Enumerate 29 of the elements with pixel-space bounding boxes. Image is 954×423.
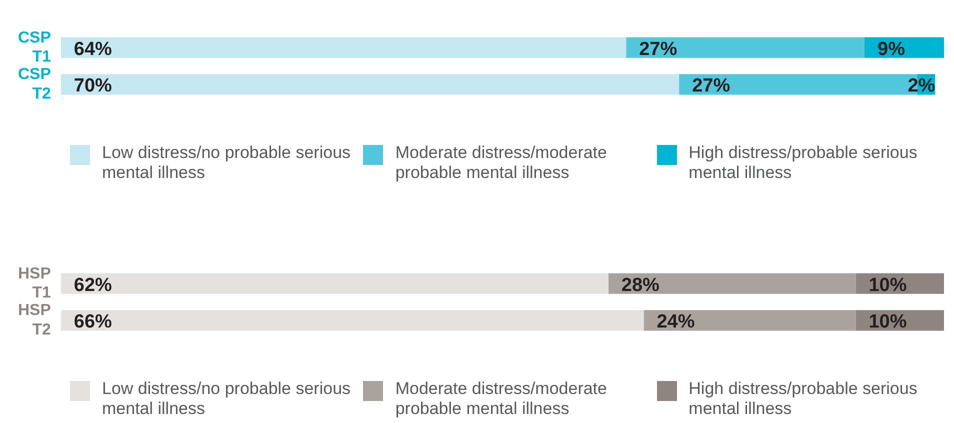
bar xyxy=(608,273,856,294)
data-label: 27% xyxy=(692,76,730,97)
bar xyxy=(60,273,608,294)
y-tick-label: HSP T1 xyxy=(18,265,52,302)
legend-label: Moderate distress/moderate probable mental illness xyxy=(395,143,608,183)
legend-label: Low distress/no probable serious mental illness xyxy=(102,143,352,183)
data-label: 24% xyxy=(656,312,695,333)
bar xyxy=(644,310,856,331)
y-tick-label: CSP T1 xyxy=(18,29,52,66)
y-tick-label: HSP T2 xyxy=(18,302,52,338)
legend-label: High distress/probable serious mental illness xyxy=(688,143,918,183)
data-label: 27% xyxy=(639,38,678,60)
data-label: 10% xyxy=(868,274,907,296)
data-label: 2% xyxy=(908,76,936,97)
y-tick-label: CSP T2 xyxy=(18,66,52,102)
data-label: 66% xyxy=(74,312,112,333)
data-label: 70% xyxy=(74,76,112,97)
legend-label: Low distress/no probable serious mental illness xyxy=(102,379,352,419)
data-label: 9% xyxy=(878,38,906,60)
bar xyxy=(626,37,865,58)
data-label: 28% xyxy=(621,274,660,296)
data-label: 10% xyxy=(868,312,907,333)
bar xyxy=(60,37,626,58)
data-label: 64% xyxy=(74,38,112,60)
data-label: 62% xyxy=(74,274,112,296)
bar xyxy=(60,74,680,95)
legend-label: Moderate distress/moderate probable mental illness xyxy=(395,379,608,419)
bar xyxy=(60,310,644,331)
legend-label: High distress/probable serious mental illness xyxy=(688,379,918,419)
